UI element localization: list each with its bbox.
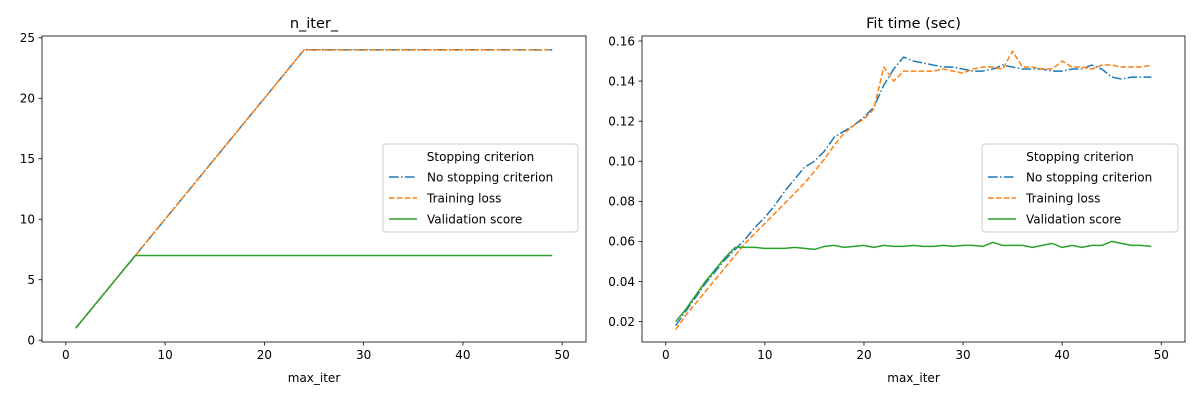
x-tick-label: 50 [1154, 348, 1169, 362]
x-tick-label: 40 [455, 348, 470, 362]
series-line-1 [75, 49, 553, 329]
x-tick-label: 50 [555, 348, 570, 362]
series-line-2 [675, 50, 1152, 331]
series-group [75, 49, 553, 329]
legend-box [382, 143, 579, 233]
x-tick-label: 0 [62, 348, 70, 362]
series-group [675, 50, 1152, 331]
legend-label-1: No stopping criterion [427, 170, 553, 184]
legend-box [981, 143, 1179, 233]
x-tick-label: 0 [662, 348, 670, 362]
x-tick-label: 30 [955, 348, 970, 362]
legend: Stopping criterion No stopping criterion T… [981, 143, 1179, 233]
axes-frame [641, 35, 1186, 343]
x-tick-label: 10 [157, 348, 172, 362]
series-line-3 [75, 254, 553, 329]
y-tick-label: 15 [20, 152, 35, 166]
legend-label-3: Validation score [427, 212, 522, 226]
legend-label-1: No stopping criterion [1026, 170, 1152, 184]
axes-frame [41, 35, 587, 343]
chart-title: Fit time (sec) [866, 16, 961, 32]
chart-title: n_iter_ [290, 16, 339, 32]
y-tick-label: 0.12 [608, 114, 635, 128]
chart-panel-1: 0 10 20 30 40 50 0 5 10 15 20 25 n_iter_ max_iter Stop… [20, 16, 587, 385]
y-tick-label: 0 [27, 333, 35, 347]
y-tick-label: 0.16 [608, 34, 635, 48]
chart-panel-2: 0 10 20 30 40 50 0.02 0.04 0.06 0.08 0.10 0.12 0.14 0… [608, 16, 1186, 385]
y-tick-label: 0.14 [608, 74, 635, 88]
y-tick-label: 5 [27, 273, 35, 287]
y-tick-label: 0.02 [608, 315, 635, 329]
series-line-1 [675, 56, 1152, 327]
y-tick-label: 0.10 [608, 155, 635, 169]
y-tick-label: 10 [20, 213, 35, 227]
y-tick-label: 25 [20, 31, 35, 45]
x-axis-label: max_iter [887, 371, 940, 385]
y-tick-label: 0.04 [608, 275, 635, 289]
x-tick-label: 20 [257, 348, 272, 362]
series-line-3 [675, 240, 1152, 323]
x-axis-label: max_iter [288, 371, 341, 385]
legend-title: Stopping criterion [427, 150, 534, 164]
x-tick-label: 30 [356, 348, 371, 362]
y-tick-label: 0.06 [608, 235, 635, 249]
legend-title: Stopping criterion [1026, 150, 1133, 164]
x-tick-label: 40 [1054, 348, 1069, 362]
legend: Stopping criterion No stopping criterion T… [382, 143, 579, 233]
y-tick-label: 20 [20, 92, 35, 106]
y-tick-label: 0.08 [608, 195, 635, 209]
legend-label-2: Training loss [426, 191, 501, 205]
legend-label-3: Validation score [1026, 212, 1121, 226]
x-tick-label: 10 [757, 348, 772, 362]
x-tick-label: 20 [856, 348, 871, 362]
legend-label-2: Training loss [1025, 191, 1100, 205]
